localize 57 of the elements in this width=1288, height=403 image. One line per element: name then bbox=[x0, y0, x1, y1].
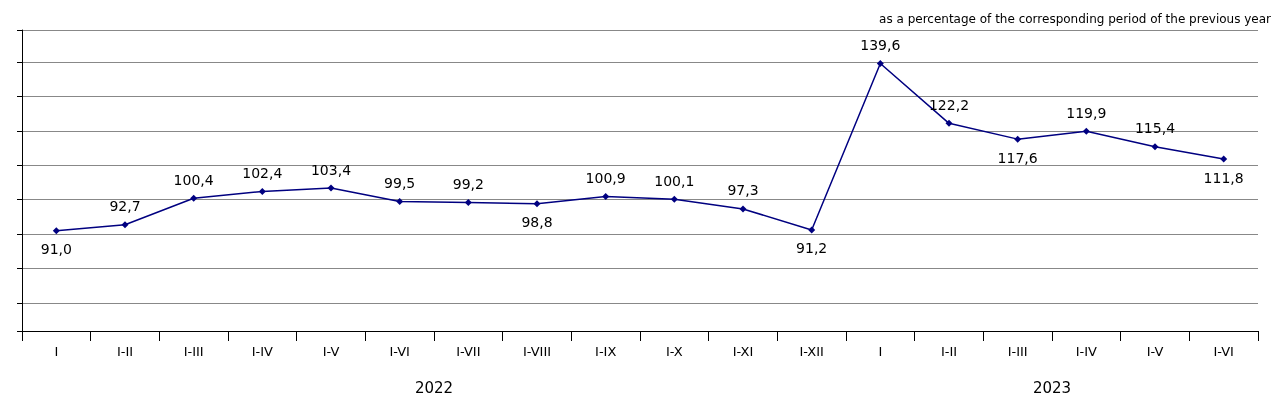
x-tick-label: I-IV bbox=[251, 344, 274, 359]
data-label: 99,2 bbox=[452, 175, 484, 192]
x-tick-label: I bbox=[54, 344, 59, 359]
data-label: 139,6 bbox=[860, 36, 901, 53]
x-tick-label: I-IV bbox=[1075, 344, 1098, 359]
x-tick-label: I-IX bbox=[595, 344, 617, 359]
point bbox=[1082, 127, 1090, 135]
point bbox=[327, 184, 335, 192]
chart-subtitle: as a percentage of the corresponding period of the previous year bbox=[879, 12, 1272, 26]
text: 2023 bbox=[1032, 379, 1072, 397]
data-label: 102,4 bbox=[242, 164, 283, 181]
point bbox=[739, 205, 747, 213]
x-tick-label: I-III bbox=[183, 344, 204, 359]
data-label: 91,2 bbox=[796, 240, 828, 257]
data-label: 98,8 bbox=[521, 214, 553, 231]
point bbox=[1014, 135, 1022, 143]
data-label: 92,7 bbox=[109, 198, 141, 215]
data-label: 115,4 bbox=[1134, 120, 1176, 137]
data-label: 119,9 bbox=[1066, 104, 1107, 121]
point bbox=[533, 200, 541, 208]
x-tick-label: I-XII bbox=[799, 344, 824, 359]
data-label: 122,2 bbox=[928, 96, 970, 113]
x-tick-label: I-V bbox=[1146, 344, 1164, 359]
data-label: 100,1 bbox=[654, 172, 695, 189]
data-label: 111,8 bbox=[1203, 169, 1244, 186]
data-label: 99,5 bbox=[384, 174, 416, 191]
point bbox=[464, 198, 472, 206]
point bbox=[876, 59, 884, 67]
x-tick-label: I-VI bbox=[389, 344, 410, 359]
x-tick-label: I-VII bbox=[456, 344, 481, 359]
x-tick-label: I-VI bbox=[1213, 344, 1234, 359]
data-label: 91,0 bbox=[40, 241, 72, 258]
point bbox=[602, 193, 610, 201]
x-tick-label: I bbox=[878, 344, 883, 359]
x-tick-label: I-V bbox=[322, 344, 340, 359]
point bbox=[121, 221, 129, 229]
point bbox=[396, 197, 404, 205]
point bbox=[1220, 155, 1228, 163]
x-tick-label: I-VIII bbox=[522, 344, 552, 359]
data-label: 117,6 bbox=[997, 149, 1038, 166]
point bbox=[670, 195, 678, 203]
x-tick-label: I-III bbox=[1007, 344, 1028, 359]
data-label: 103,4 bbox=[310, 161, 352, 178]
data-label: 100,4 bbox=[173, 171, 214, 188]
text: 2022 bbox=[414, 379, 454, 397]
data-label: 97,3 bbox=[727, 182, 759, 199]
x-tick-label: I-X bbox=[665, 344, 683, 359]
point bbox=[258, 187, 266, 195]
point bbox=[808, 226, 816, 234]
x-tick-label: I-XI bbox=[732, 344, 754, 359]
x-tick-label: I-II bbox=[116, 344, 134, 359]
point bbox=[52, 227, 60, 235]
data-label: 100,9 bbox=[585, 170, 626, 187]
point bbox=[190, 194, 198, 202]
point bbox=[945, 119, 953, 127]
point bbox=[1151, 143, 1159, 151]
x-tick-label: I-II bbox=[940, 344, 958, 359]
